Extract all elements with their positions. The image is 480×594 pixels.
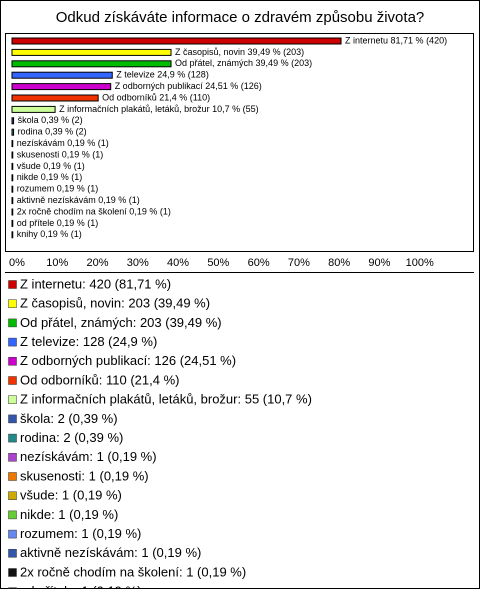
legend-swatch (8, 280, 17, 289)
data-label: rozumem 0,19 % (1) (17, 184, 99, 194)
legend-label: Z internetu: 420 (81,71 %) (20, 276, 171, 291)
legend-swatch (8, 376, 17, 385)
x-tick-label: 60% (248, 257, 270, 269)
legend-label: Z časopisů, novin: 203 (39,49 %) (20, 296, 210, 311)
legend-swatch (8, 453, 17, 462)
bar (11, 231, 14, 239)
chart-title: Odkud získáváte informace o zdravém způs… (56, 9, 425, 26)
bar (11, 151, 14, 159)
plot-frame (5, 33, 474, 252)
legend-label: Od odborníků: 110 (21,4 %) (20, 372, 179, 387)
legend-label: od přítele: 1 (0,19 %) (20, 584, 141, 589)
x-tick-label: 10% (46, 257, 68, 269)
bar (11, 117, 15, 125)
data-label: škola 0,39 % (2) (18, 115, 83, 125)
x-tick-label: 30% (127, 257, 149, 269)
legend-swatch (8, 299, 17, 308)
bar (11, 37, 342, 45)
data-label: Z informačních plakátů, letáků, brožur 1… (59, 104, 259, 114)
bar (11, 83, 112, 91)
legend-label: Od přátel, známých: 203 (39,49 %) (20, 315, 222, 330)
legend-label: Z televize: 128 (24,9 %) (20, 334, 157, 349)
data-label: nikde 0,19 % (1) (17, 172, 83, 182)
data-label: Z časopisů, novin 39,49 % (203) (175, 47, 304, 57)
data-label: aktivně nezískávám 0,19 % (1) (17, 195, 140, 205)
data-label: Od odborníků 21,4 % (110) (102, 92, 210, 102)
data-label: knihy 0,19 % (1) (17, 229, 82, 239)
data-label: Od přátel, známých 39,49 % (203) (175, 58, 312, 68)
legend-label: škola: 2 (0,39 %) (20, 411, 118, 426)
bar (11, 71, 113, 79)
x-tick-label: 90% (368, 257, 390, 269)
x-tick-label: 20% (87, 257, 109, 269)
legend-swatch (8, 337, 17, 347)
bar (11, 185, 14, 193)
legend-swatch (8, 529, 17, 539)
bar (11, 48, 172, 56)
bar (11, 162, 14, 170)
legend-label: aktivně nezískávám: 1 (0,19 %) (20, 545, 201, 560)
legend-label: Z informačních plakátů, letáků, brožur: … (20, 392, 312, 407)
data-label: Z internetu 81,71 % (420) (345, 35, 447, 45)
bar (11, 219, 14, 227)
bar (11, 105, 56, 113)
bar (11, 174, 14, 182)
legend-swatch (8, 433, 17, 443)
legend-label: 2x ročně chodím na školení: 1 (0,19 %) (20, 564, 246, 579)
bar (11, 94, 99, 102)
x-tick-label: 50% (207, 257, 229, 269)
data-label: skusenosti 0,19 % (1) (17, 149, 104, 159)
x-tick-label: 100% (406, 257, 434, 269)
x-tick-label: 0% (9, 257, 25, 269)
data-label: rodina 0,39 % (2) (18, 127, 87, 137)
bar (11, 128, 15, 136)
legend-swatch (8, 472, 17, 481)
legend-label: všude: 1 (0,19 %) (20, 488, 122, 503)
legend-swatch (8, 357, 17, 366)
x-tick-label: 40% (167, 257, 189, 269)
data-label: nezískávám 0,19 % (1) (17, 138, 109, 148)
data-label: 2x ročně chodím na školení 0,19 % (1) (17, 206, 171, 216)
data-label: všude 0,19 % (1) (17, 161, 85, 171)
legend-label: nikde: 1 (0,19 %) (20, 507, 118, 522)
legend-swatch (8, 510, 17, 520)
legend-swatch (8, 549, 17, 558)
legend-label: rozumem: 1 (0,19 %) (20, 526, 141, 541)
data-label: Z odborných publikací 24,51 % (126) (115, 81, 262, 91)
legend-label: rodina: 2 (0,39 %) (20, 430, 123, 445)
legend-label: Z odborných publikací: 126 (24,51 %) (20, 353, 236, 368)
legend-swatch (8, 318, 17, 328)
legend-label: nezískávám: 1 (0,19 %) (20, 449, 157, 464)
x-tick-label: 70% (288, 257, 310, 269)
legend-swatch (8, 395, 17, 404)
bar (11, 140, 14, 148)
legend-swatch (8, 491, 17, 500)
bar (11, 60, 172, 68)
legend-swatch (8, 568, 17, 577)
x-tick-label: 80% (328, 257, 350, 269)
legend-label: skusenosti: 1 (0,19 %) (20, 468, 149, 483)
legend-swatch (8, 414, 17, 424)
data-label: od přítele 0,19 % (1) (17, 218, 99, 228)
bar (11, 208, 14, 216)
data-label: Z televize 24,9 % (128) (116, 70, 209, 80)
bar (11, 197, 14, 205)
